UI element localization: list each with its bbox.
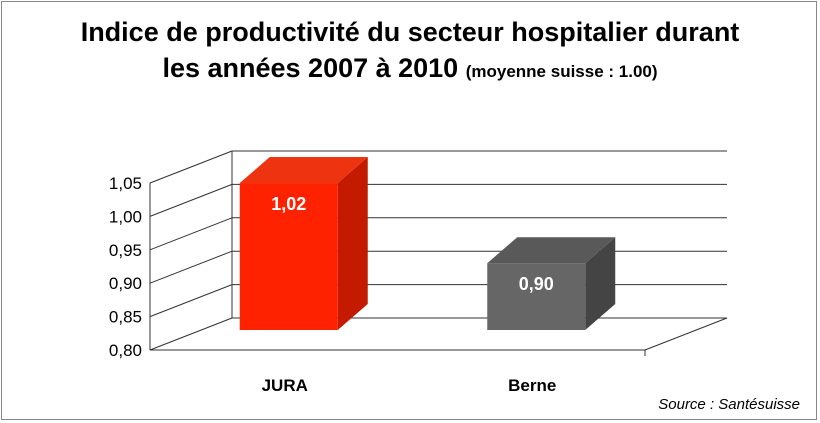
bar-side: [585, 237, 616, 330]
depth-gridline: [149, 317, 233, 351]
y-tick-label: 0,95: [109, 241, 142, 260]
bar-side: [337, 157, 368, 330]
y-tick-label: 1,05: [109, 174, 142, 193]
x-category-label: JURA: [262, 376, 308, 395]
y-tick-label: 0,85: [109, 308, 142, 327]
depth-gridline: [149, 150, 233, 184]
depth-gridline: [149, 183, 233, 217]
x-category-label: Berne: [508, 376, 556, 395]
chart-title-line1: Indice de productivité du secteur hospit…: [80, 17, 740, 47]
bar-jura: [239, 183, 338, 330]
floor-right-edge: [644, 317, 728, 351]
chart-title-line2-main: les années 2007 à 2010: [162, 53, 459, 83]
chart-title-line2: les années 2007 à 2010 (moyenne suisse :…: [0, 50, 820, 90]
depth-gridline: [149, 284, 233, 318]
depth-gridline: [149, 250, 233, 284]
chart-subtitle: (moyenne suisse : 1.00): [465, 62, 658, 81]
data-label: 0,90: [519, 274, 554, 294]
bar-top: [239, 157, 368, 184]
bar-top: [487, 237, 616, 264]
y-tick-label: 0,90: [109, 274, 142, 293]
data-label: 1,02: [271, 194, 306, 214]
chart-title: Indice de productivité du secteur hospit…: [0, 14, 820, 90]
bar-berne: [487, 263, 586, 330]
source-note: Source : Santésuisse: [658, 396, 800, 413]
y-tick-label: 0,80: [109, 341, 142, 360]
y-tick-label: 1,00: [109, 207, 142, 226]
depth-gridline: [149, 217, 233, 251]
